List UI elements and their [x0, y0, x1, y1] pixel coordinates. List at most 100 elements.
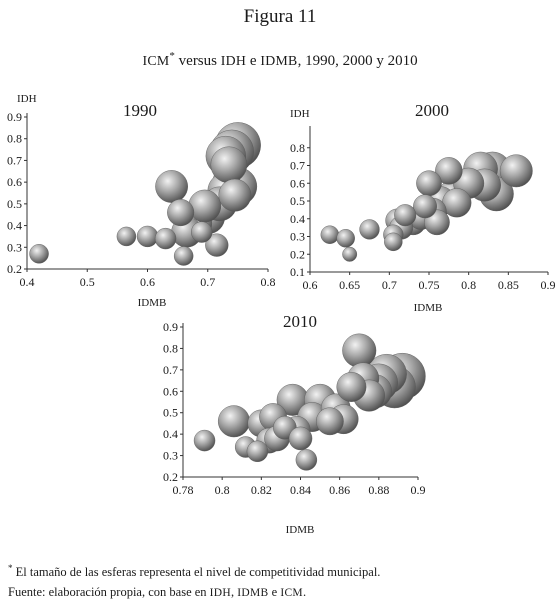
y-tick-label: 0.6: [7, 175, 22, 189]
data-point-sphere: [218, 178, 252, 212]
data-point-sphere: [29, 244, 49, 264]
chart-title: 2000: [415, 101, 449, 120]
y-tick-label: 0.9: [163, 320, 178, 334]
y-tick-label: 0.2: [7, 262, 22, 276]
y-tick-label: 0.7: [290, 159, 305, 173]
y-tick-label: 0.3: [7, 240, 22, 254]
data-point-sphere: [435, 157, 463, 185]
y-tick-label: 0.3: [290, 230, 305, 244]
x-tick-label: 0.4: [20, 275, 35, 289]
source-icm: ICM: [280, 587, 303, 599]
subtitle-icm: ICM: [142, 53, 170, 68]
chart-title: 2010: [283, 312, 317, 331]
y-tick-label: 0.2: [163, 470, 178, 484]
data-point-sphere: [384, 232, 403, 252]
y-tick-label: 0.8: [290, 141, 305, 155]
y-tick-label: 0.2: [290, 247, 305, 261]
y-tick-label: 0.1: [290, 265, 305, 279]
source-prefix: Fuente: elaboración propia, con base en: [8, 585, 210, 599]
x-tick-label: 0.8: [461, 278, 476, 292]
x-tick-label: 0.8: [261, 275, 276, 289]
footnote-note-text: El tamaño de las esferas representa el n…: [12, 565, 381, 579]
chart-panel-2000: 0.1 0.2 0.3 0.4 0.5 0.6 0.7 0.8 0.6 0.65 0.7 0.75 0.…: [290, 101, 556, 314]
x-axis-label: IDMB: [138, 297, 167, 309]
x-tick-label: 0.75: [419, 278, 440, 292]
source-idmb: IDMB: [237, 587, 269, 599]
x-tick-label: 0.9: [411, 483, 426, 497]
y-tick-label: 0.4: [7, 219, 22, 233]
footnote-star: *: [8, 563, 13, 573]
data-point-sphere: [217, 405, 250, 438]
footnote-size-note: * El tamaño de las esferas representa el…: [8, 558, 380, 582]
y-tick-label: 0.6: [290, 176, 305, 190]
data-point-sphere: [413, 194, 437, 219]
subtitle-idmb: IDMB: [260, 53, 298, 68]
data-point-sphere: [499, 154, 533, 188]
y-tick-label: 0.8: [163, 341, 178, 355]
x-tick-label: 0.6: [140, 275, 155, 289]
footnote-source: Fuente: elaboración propia, con base en …: [8, 582, 380, 603]
source-period: .: [302, 585, 307, 599]
x-tick-label: 0.6: [303, 278, 318, 292]
data-point-sphere: [288, 426, 313, 451]
y-tick-label: 0.4: [163, 427, 178, 441]
y-tick-label: 0.7: [163, 363, 178, 377]
subtitle-versus: versus: [174, 53, 221, 69]
data-point-sphere: [295, 449, 318, 471]
source-comma: ,: [231, 585, 238, 599]
x-axis-label: IDMB: [414, 302, 443, 314]
data-point-sphere: [193, 429, 216, 452]
y-tick-label: 0.7: [7, 153, 22, 167]
source-idh: IDH: [209, 587, 232, 599]
y-tick-label: 0.5: [7, 197, 22, 211]
y-tick-label: 0.9: [7, 110, 22, 124]
x-tick-label: 0.85: [498, 278, 519, 292]
subtitle-years: , 1990, 2000 y 2010: [297, 53, 418, 69]
data-point-sphere: [167, 199, 195, 227]
data-point-sphere: [359, 219, 380, 240]
data-point-sphere: [173, 246, 194, 266]
x-tick-label: 0.8: [215, 483, 230, 497]
data-point-sphere: [342, 333, 377, 368]
data-point-sphere: [342, 246, 358, 262]
data-point-sphere: [191, 221, 213, 243]
x-axis-label: IDMB: [286, 524, 315, 536]
subtitle-e: e: [246, 53, 261, 69]
y-tick-label: 0.3: [163, 449, 178, 463]
y-tick-label: 0.5: [163, 406, 178, 420]
data-point-sphere: [188, 189, 222, 223]
subtitle-star: *: [169, 50, 175, 62]
x-tick-label: 0.5: [80, 275, 95, 289]
y-tick-label: 0.8: [7, 132, 22, 146]
data-point-sphere: [320, 225, 340, 244]
x-tick-label: 0.86: [329, 483, 350, 497]
data-point-sphere: [154, 227, 177, 250]
data-point-sphere: [210, 146, 248, 184]
data-point-sphere: [442, 188, 472, 218]
y-axis-label: IDH: [17, 93, 37, 105]
x-tick-label: 0.78: [173, 483, 194, 497]
data-point-sphere: [336, 372, 367, 402]
figure-footnote: * El tamaño de las esferas representa el…: [8, 558, 380, 603]
x-tick-label: 0.84: [290, 483, 311, 497]
x-tick-label: 0.65: [339, 278, 360, 292]
subtitle-idh: IDH: [220, 53, 247, 68]
y-tick-label: 0.4: [290, 212, 305, 226]
chart-panel-1990: 0.2 0.3 0.4 0.5 0.6 0.7 0.8 0.9 0.4 0.5 0.6 0.7 0.8 1…: [7, 93, 276, 309]
y-axis-label: IDH: [290, 108, 310, 120]
data-point-sphere: [246, 440, 269, 462]
data-point-sphere: [316, 407, 344, 436]
y-tick-label: 0.6: [163, 384, 178, 398]
data-point-sphere: [116, 226, 137, 247]
x-tick-label: 0.7: [382, 278, 397, 292]
data-point-sphere: [205, 233, 229, 257]
data-point-sphere: [136, 225, 159, 248]
figure-title: Figura 11: [243, 6, 317, 27]
data-point-sphere: [336, 229, 355, 248]
x-tick-label: 0.9: [541, 278, 556, 292]
x-tick-label: 0.88: [368, 483, 389, 497]
data-point-sphere: [155, 170, 188, 203]
figure-subtitle: ICM* versus IDH e IDMB, 1990, 2000 y 201…: [0, 50, 560, 70]
chart-panel-2010: 0.2 0.3 0.4 0.5 0.6 0.7 0.8 0.9 0.78 0.8 0.82 0.84 0…: [163, 312, 426, 536]
